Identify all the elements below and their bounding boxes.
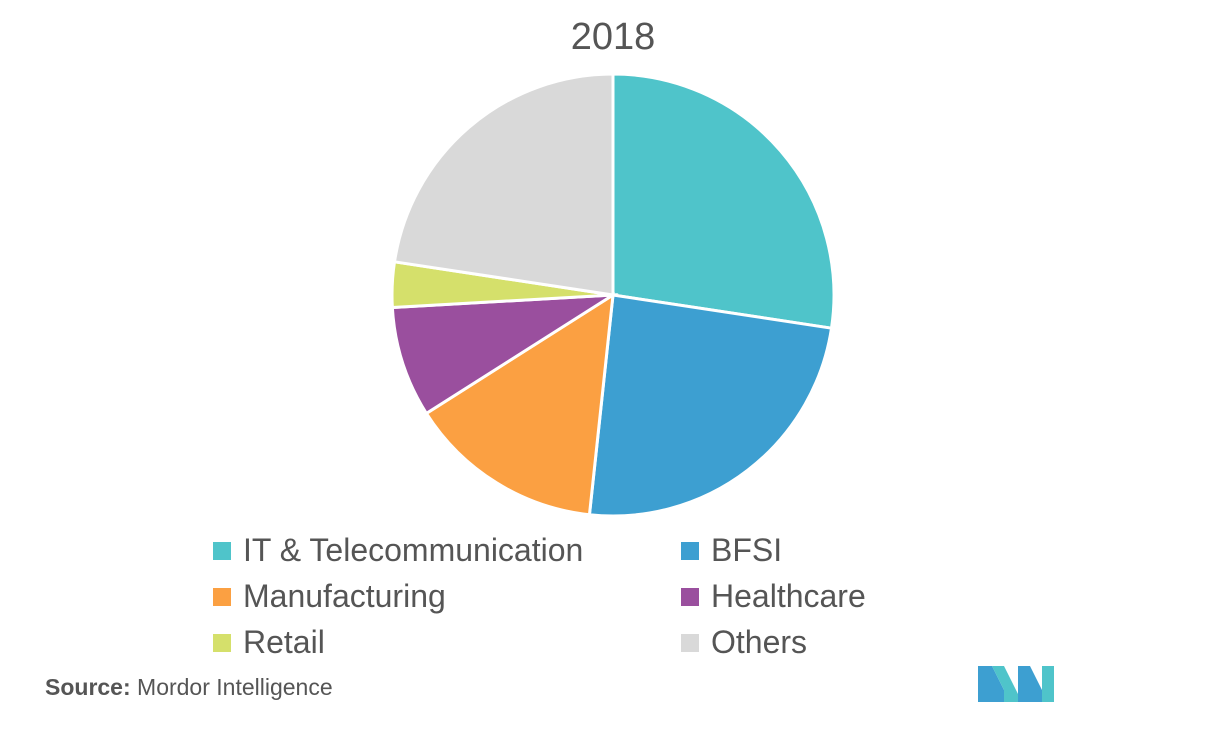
legend-label: Healthcare xyxy=(711,578,866,614)
legend-item: Healthcare xyxy=(681,578,866,615)
legend-item: Others xyxy=(681,624,807,661)
pie-slice-others xyxy=(392,72,615,297)
legend-swatch xyxy=(213,587,231,606)
legend-label: Manufacturing xyxy=(243,578,446,614)
pie-slice-healthcare xyxy=(390,293,619,416)
legend-item: Retail xyxy=(213,624,325,661)
legend-label: Retail xyxy=(243,624,325,660)
legend-label: IT & Telecommunication xyxy=(243,532,584,568)
source-label: Source: xyxy=(45,674,131,700)
source-note: Source: Mordor Intelligence xyxy=(45,674,333,701)
legend-item: Manufacturing xyxy=(213,578,446,615)
legend-swatch xyxy=(681,541,699,560)
legend-swatch xyxy=(213,633,231,652)
pie-slice-bfsi xyxy=(587,293,834,518)
legend-swatch xyxy=(681,587,699,606)
mordor-logo xyxy=(978,666,1054,702)
legend-item: BFSI xyxy=(681,532,782,569)
source-text: Mordor Intelligence xyxy=(137,674,333,700)
legend-label: Others xyxy=(711,624,808,660)
legend-swatch xyxy=(681,633,699,652)
pie-slice-manufacturing xyxy=(424,292,615,517)
pie-slice-it-telecommunication xyxy=(611,72,836,330)
legend-label: BFSI xyxy=(711,532,783,568)
legend-swatch xyxy=(213,541,231,560)
chart-title: 2018 xyxy=(570,16,656,58)
legend-item: IT & Telecommunication xyxy=(213,532,583,569)
